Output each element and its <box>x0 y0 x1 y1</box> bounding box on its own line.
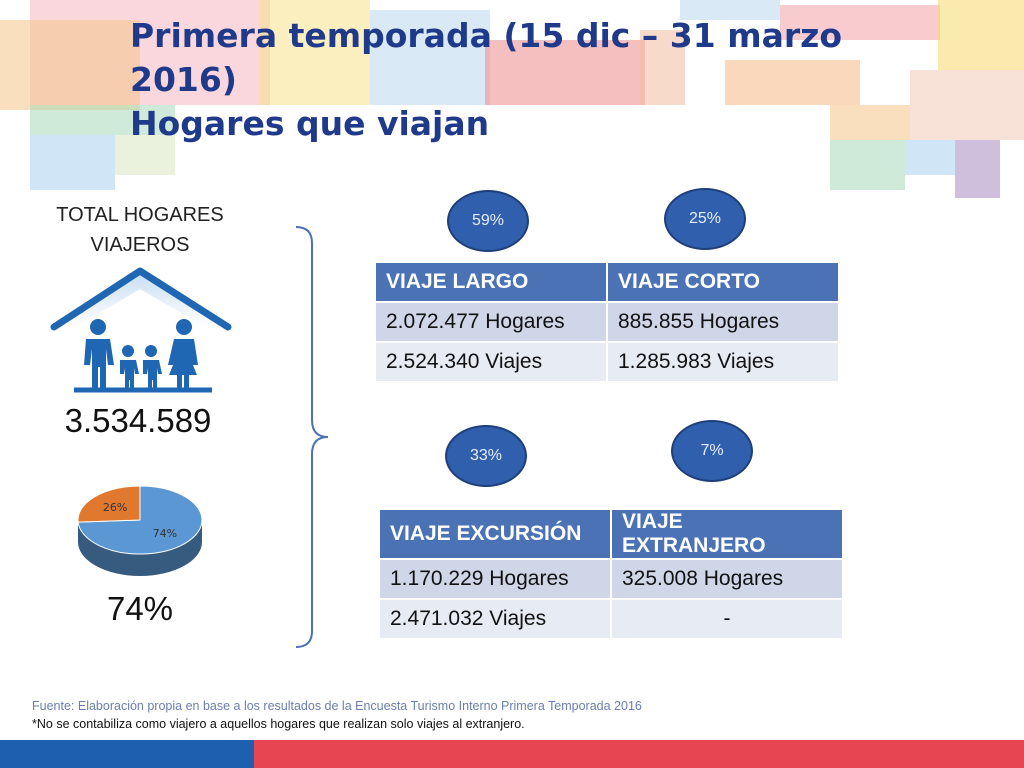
header-viaje-corto: VIAJE CORTO <box>608 263 838 301</box>
cell-largo-hogares: 2.072.477 Hogares <box>376 303 606 341</box>
header-viaje-excursion: VIAJE EXCURSIÓN <box>380 510 610 558</box>
curly-bracket <box>295 226 329 648</box>
table-viaje-excursion-extranjero: VIAJE EXCURSIÓN VIAJE EXTRANJERO 1.170.2… <box>378 508 844 640</box>
pct-bubble-viaje-corto: 25% <box>664 188 746 250</box>
pct-bubble-viaje-excursion: 33% <box>445 425 527 487</box>
cell-excursion-hogares: 1.170.229 Hogares <box>380 560 610 598</box>
pie-slice <box>77 485 141 523</box>
cell-corto-viajes: 1.285.983 Viajes <box>608 343 838 381</box>
footer-notes: Fuente: Elaboración propia en base a los… <box>32 697 642 733</box>
cell-extranjero-hogares: 325.008 Hogares <box>612 560 842 598</box>
footer-source: Fuente: Elaboración propia en base a los… <box>32 699 642 713</box>
header-viaje-extranjero: VIAJE EXTRANJERO <box>612 510 842 558</box>
table-row: 1.170.229 Hogares 325.008 Hogares <box>380 560 842 598</box>
title-line-1: Primera temporada (15 dic – 31 marzo 201… <box>130 16 843 99</box>
family-house-icon <box>50 267 232 393</box>
bottom-bar-blue <box>0 740 254 768</box>
bottom-bar-red <box>254 740 1024 768</box>
pie-side <box>78 520 202 576</box>
footer-note: *No se contabiliza como viajero a aquell… <box>32 717 525 731</box>
table-row: 2.524.340 Viajes 1.285.983 Viajes <box>376 343 838 381</box>
table-viaje-largo-corto: VIAJE LARGO VIAJE CORTO 2.072.477 Hogare… <box>374 261 840 383</box>
pie-slice-label: 26% <box>103 501 127 514</box>
pie-chart: 74% 26% <box>77 485 203 576</box>
table-row: 2.471.032 Viajes - <box>380 600 842 638</box>
table-row: 2.072.477 Hogares 885.855 Hogares <box>376 303 838 341</box>
total-households-label: TOTAL HOGARES VIAJEROS <box>40 200 240 260</box>
header-viaje-largo: VIAJE LARGO <box>376 263 606 301</box>
cell-corto-hogares: 885.855 Hogares <box>608 303 838 341</box>
total-label-line-2: VIAJEROS <box>90 234 190 256</box>
pct-bubble-viaje-extranjero: 7% <box>671 420 753 482</box>
cell-excursion-viajes: 2.471.032 Viajes <box>380 600 610 638</box>
pct-bubble-viaje-largo: 59% <box>447 190 529 252</box>
page-title: Primera temporada (15 dic – 31 marzo 201… <box>130 14 950 146</box>
total-label-line-1: TOTAL HOGARES <box>56 204 224 226</box>
title-line-2: Hogares que viajan <box>130 104 490 143</box>
total-households-value: 3.534.589 <box>64 402 212 439</box>
total-percentage: 74% <box>106 590 174 627</box>
cell-extranjero-viajes: - <box>612 600 842 638</box>
pie-slice-label: 74% <box>153 527 177 540</box>
cell-largo-viajes: 2.524.340 Viajes <box>376 343 606 381</box>
